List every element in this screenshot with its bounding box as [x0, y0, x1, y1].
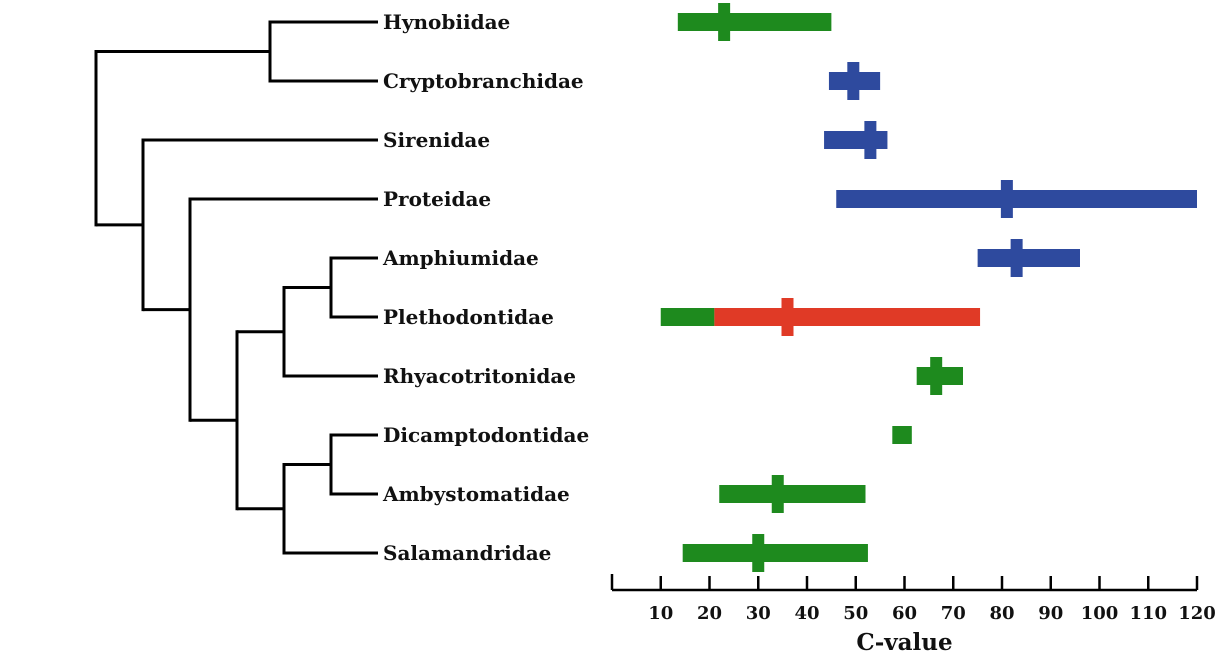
range-bar — [892, 426, 912, 444]
range-bar — [977, 249, 1080, 267]
range-bar — [660, 308, 715, 326]
taxon-label: Dicamptodontidae — [383, 423, 589, 447]
taxon-label: Sirenidae — [383, 128, 490, 152]
x-tick-label: 60 — [892, 603, 917, 624]
x-tick-label: 110 — [1129, 603, 1167, 624]
range-bar — [682, 544, 868, 562]
taxon-label: Salamandridae — [383, 541, 551, 565]
range-bar — [677, 13, 832, 31]
taxon-label: Amphiumidae — [382, 246, 539, 270]
taxon-label: Plethodontidae — [383, 305, 554, 329]
range-bar — [824, 131, 888, 149]
x-tick-label: 90 — [1038, 603, 1063, 624]
range-bar — [719, 485, 866, 503]
mean-marker — [771, 475, 784, 513]
x-tick-label: 50 — [843, 603, 868, 624]
x-tick-label: 30 — [746, 603, 771, 624]
x-tick-label: 70 — [941, 603, 966, 624]
mean-marker — [864, 121, 877, 159]
x-tick-label: 120 — [1178, 603, 1216, 624]
taxon-labels: Hynobiidae Cryptobranchidae Sirenidae Prote… — [382, 10, 589, 565]
phylogenetic-tree — [94, 20, 378, 555]
mean-marker — [1000, 180, 1013, 218]
mean-marker — [752, 534, 765, 572]
taxon-label: Rhyacotritonidae — [383, 364, 576, 388]
x-tick-label: 20 — [697, 603, 722, 624]
range-bar — [836, 190, 1197, 208]
mean-marker — [930, 357, 943, 395]
x-tick-label: 10 — [648, 603, 673, 624]
x-tick-label: 100 — [1081, 603, 1119, 624]
mean-marker — [718, 3, 731, 41]
c-value-bars — [660, 3, 1197, 572]
taxon-label: Ambystomatidae — [382, 482, 570, 506]
taxon-label: Cryptobranchidae — [383, 69, 584, 93]
x-axis-title: C-value — [856, 629, 952, 656]
mean-marker — [847, 62, 860, 100]
x-axis: 10 20 30 40 50 60 70 80 90 100 110 120 — [610, 574, 1216, 624]
mean-marker — [1010, 239, 1023, 277]
range-bar — [714, 308, 981, 326]
x-tick-label: 80 — [989, 603, 1014, 624]
taxon-label: Proteidae — [383, 187, 491, 211]
mean-marker — [781, 298, 794, 336]
taxon-label: Hynobiidae — [383, 10, 510, 34]
x-tick-label: 40 — [794, 603, 819, 624]
